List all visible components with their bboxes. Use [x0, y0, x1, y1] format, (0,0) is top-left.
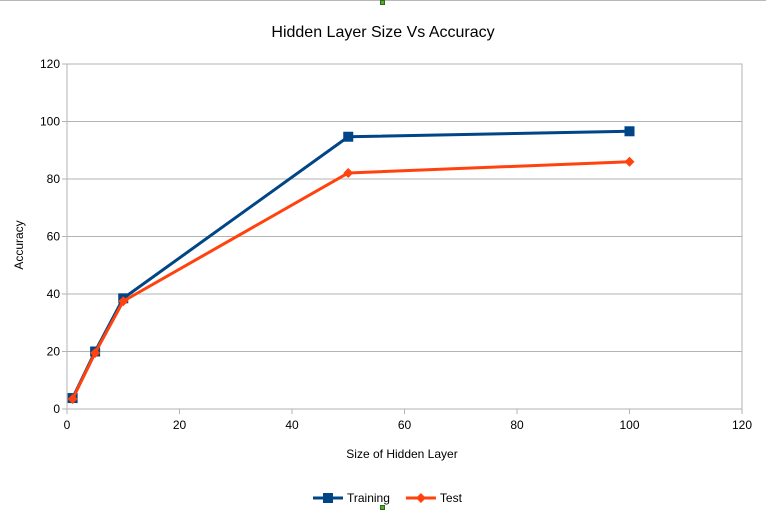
legend-label-training: Training: [347, 491, 390, 505]
test-series-line: [71, 160, 630, 400]
test-data-point: [90, 347, 101, 358]
y-tick-label: 0: [53, 402, 60, 416]
y-tick-label: 80: [47, 172, 61, 186]
grid-lines: [67, 63, 742, 410]
test-data-point: [624, 156, 635, 167]
y-tick-label: 120: [40, 57, 60, 71]
axis-ticks: 0 20 40 60 80 100 120 0 20 40 60 80 100 120: [40, 57, 752, 432]
y-tick-label: 100: [40, 115, 60, 129]
y-tick-label: 60: [47, 230, 61, 244]
y-tick-label: 40: [47, 287, 61, 301]
chart-title: Hidden Layer Size Vs Accuracy: [271, 24, 494, 41]
legend-marker-test: [415, 493, 426, 503]
x-tick-label: 80: [510, 418, 524, 432]
x-tick-label: 120: [732, 418, 752, 432]
y-tick-label: 20: [47, 345, 61, 359]
training-data-point: [343, 131, 354, 142]
x-tick-label: 0: [64, 418, 71, 432]
test-data-point: [67, 393, 78, 404]
x-tick-label: 100: [619, 418, 639, 432]
y-axis-label: Accuracy: [12, 220, 26, 269]
x-tick-label: 60: [398, 418, 412, 432]
test-data-point: [343, 167, 354, 178]
x-tick-label: 40: [285, 418, 299, 432]
series-lines: [67, 126, 635, 404]
test-data-point: [118, 296, 129, 307]
legend-label-test: Test: [440, 491, 463, 505]
x-axis-label: Size of Hidden Layer: [346, 447, 457, 461]
training-data-point: [624, 126, 635, 137]
legend-marker-training: [323, 493, 333, 503]
anchor-handle-top[interactable]: [380, 0, 385, 5]
legend: Training Test: [313, 491, 463, 505]
x-tick-label: 20: [173, 418, 187, 432]
